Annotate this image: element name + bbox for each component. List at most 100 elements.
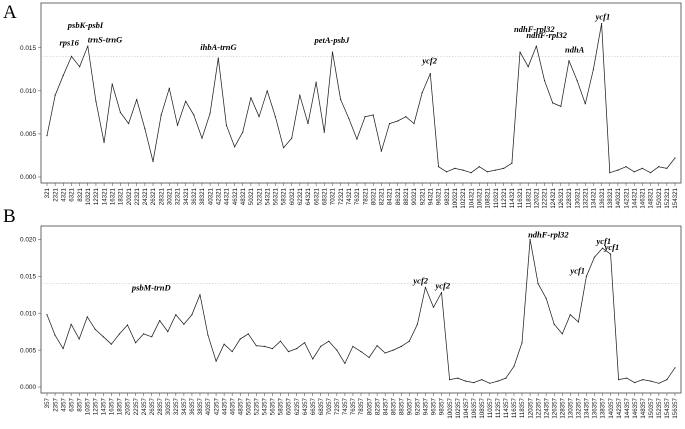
x-tick-label: 140357 xyxy=(608,397,615,418)
x-tick-label: 80321 xyxy=(370,187,377,205)
x-tick-label: 150357 xyxy=(648,397,655,418)
x-tick-label: 102357 xyxy=(455,397,462,418)
x-tick-label: 18357 xyxy=(117,397,124,415)
data-point xyxy=(553,323,555,325)
data-point xyxy=(183,323,185,325)
x-tick-label: 124357 xyxy=(543,397,550,418)
plot-frame xyxy=(40,2,682,184)
data-point xyxy=(250,97,252,99)
x-tick-label: 80357 xyxy=(366,397,373,415)
data-point xyxy=(521,342,523,344)
data-point xyxy=(372,114,374,116)
data-point xyxy=(440,291,443,294)
data-point xyxy=(424,286,427,288)
x-tick-label: 152357 xyxy=(656,397,663,418)
x-tick-label: 10321 xyxy=(85,187,92,205)
x-tick-label: 56321 xyxy=(273,187,280,205)
data-point xyxy=(405,116,407,118)
x-tick-label: 140321 xyxy=(615,187,622,208)
data-point xyxy=(70,323,72,325)
data-point xyxy=(569,314,571,316)
x-tick-label: 12357 xyxy=(93,397,100,415)
data-point xyxy=(152,160,154,163)
x-tick-label: 40357 xyxy=(205,397,212,415)
data-point xyxy=(625,166,627,168)
x-tick-label: 86357 xyxy=(390,397,397,415)
x-tick-label: 8321 xyxy=(77,187,84,201)
x-tick-label: 88321 xyxy=(403,187,410,205)
x-tick-label: 68321 xyxy=(321,187,328,205)
x-tick-label: 118357 xyxy=(519,397,526,418)
data-point xyxy=(388,122,391,125)
data-point xyxy=(650,380,652,382)
x-tick-label: 104357 xyxy=(463,397,470,418)
data-point xyxy=(118,333,121,335)
x-tick-label: 122357 xyxy=(535,397,542,418)
data-point xyxy=(126,324,129,326)
data-point xyxy=(437,166,440,168)
data-point xyxy=(368,356,370,359)
data-point xyxy=(473,381,475,384)
x-tick-label: 96321 xyxy=(436,187,443,205)
x-tick-label: 4357 xyxy=(60,397,67,411)
x-tick-label: 52357 xyxy=(254,397,261,415)
data-point xyxy=(110,343,113,345)
data-point xyxy=(446,171,448,173)
data-point xyxy=(217,57,219,59)
data-point xyxy=(323,131,325,133)
plot-frame xyxy=(40,225,682,394)
data-point xyxy=(193,114,195,116)
data-point xyxy=(239,338,241,340)
data-point xyxy=(666,379,668,381)
peak-annotation: petA-psbJ xyxy=(313,35,350,45)
x-tick-label: 24321 xyxy=(142,187,149,205)
data-point xyxy=(454,167,456,169)
x-tick-label: 30321 xyxy=(167,187,174,205)
peak-annotation: ycf2 xyxy=(435,281,451,291)
x-tick-label: 100357 xyxy=(447,397,454,418)
data-point xyxy=(543,79,546,82)
data-point xyxy=(340,98,342,101)
x-tick-label: 126321 xyxy=(558,187,565,208)
x-tick-label: 100321 xyxy=(452,187,459,208)
x-tick-label: 154357 xyxy=(664,397,671,418)
x-tick-label: 78357 xyxy=(358,397,365,415)
x-tick-label: 72357 xyxy=(334,397,341,415)
x-tick-label: 112357 xyxy=(495,397,502,418)
pi-trace-b xyxy=(46,239,676,384)
data-point xyxy=(167,331,169,333)
data-point xyxy=(78,338,80,340)
x-tick-label: 6357 xyxy=(68,397,75,411)
data-point xyxy=(54,94,56,96)
data-point xyxy=(159,319,161,322)
data-point xyxy=(489,382,491,384)
data-point xyxy=(601,247,604,249)
x-tick-label: 134357 xyxy=(584,397,591,418)
data-point xyxy=(649,172,652,174)
data-point xyxy=(247,333,249,335)
x-tick-label: 116321 xyxy=(517,187,524,208)
x-tick-label: 126357 xyxy=(551,397,558,418)
data-point xyxy=(380,150,382,152)
data-point xyxy=(185,100,187,102)
data-point xyxy=(215,360,217,362)
x-tick-label: 96357 xyxy=(431,397,438,415)
panel-a-letter: A xyxy=(3,2,17,23)
panel-a: A 0.000 0.005 0.010 0.015 321 2321 4321 6321 832… xyxy=(3,2,682,209)
data-point xyxy=(231,350,233,353)
data-point xyxy=(191,314,193,316)
x-tick-label: 142357 xyxy=(616,397,623,418)
x-tick-label: 152321 xyxy=(664,187,671,208)
data-point xyxy=(54,334,56,336)
x-tick-label: 20321 xyxy=(126,187,133,205)
data-point xyxy=(592,68,595,70)
data-point xyxy=(470,172,472,174)
data-point xyxy=(457,377,459,379)
pi-trace-a xyxy=(46,23,676,174)
data-point xyxy=(600,23,603,25)
x-tick-label: 134321 xyxy=(591,187,598,208)
x-tick-label: 118321 xyxy=(525,187,532,208)
data-point xyxy=(102,336,104,338)
x-tick-label: 136357 xyxy=(592,397,599,418)
data-point xyxy=(331,51,334,53)
